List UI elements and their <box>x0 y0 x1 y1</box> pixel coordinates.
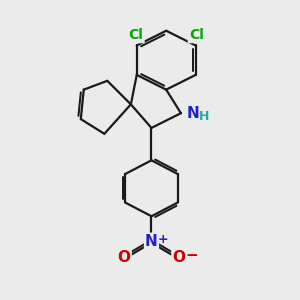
Text: −: − <box>185 248 198 263</box>
Text: Cl: Cl <box>189 28 204 42</box>
Text: +: + <box>157 233 168 246</box>
Text: H: H <box>199 110 209 123</box>
Text: Cl: Cl <box>129 28 144 42</box>
Text: N: N <box>145 234 158 249</box>
Text: O: O <box>172 250 185 265</box>
Text: O: O <box>118 250 130 265</box>
Text: N: N <box>186 106 199 121</box>
